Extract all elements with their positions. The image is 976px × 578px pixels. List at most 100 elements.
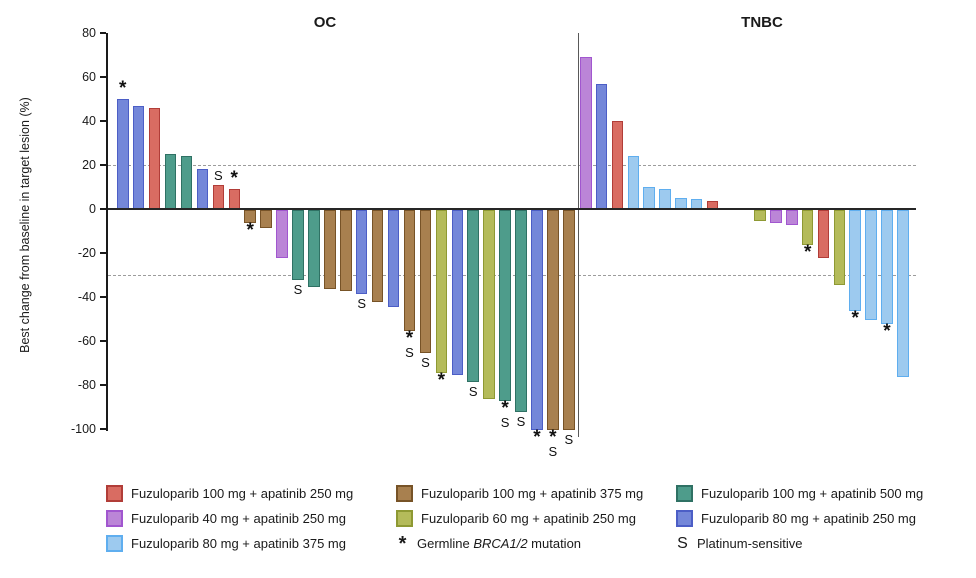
bar [547,210,559,430]
bar [451,210,464,375]
bar [499,210,511,402]
brca-mutation-mark: * [230,168,238,190]
bar [164,154,177,209]
bar [276,210,288,259]
bar [817,210,830,259]
bar [627,156,640,209]
bar [148,107,161,209]
panel-divider [578,33,579,437]
brca-mutation-mark: * [405,328,414,349]
bar [292,210,304,281]
tick-mark [100,428,106,430]
brca-mutation-mark: * [246,220,254,242]
brca-mutation-mark: * [437,369,446,391]
legend-swatch-brown [396,485,413,502]
brca-mutation-mark: * [533,427,541,448]
legend-label: Fuzuloparib 100 mg + apatinib 250 mg [131,486,354,501]
bar [117,99,129,209]
bar [531,210,543,430]
legend-item: S Platinum-sensitive [676,531,923,556]
legend-item: Fuzuloparib 40 mg + apatinib 250 mg [106,506,353,531]
legend-column: Fuzuloparib 100 mg + apatinib 375 mg Fuzu… [396,481,643,556]
legend-label: Fuzuloparib 40 mg + apatinib 250 mg [131,511,346,526]
tick-label: 0 [89,202,96,216]
bar [371,210,384,303]
tick-label: -20 [77,246,96,260]
bar [228,189,240,209]
legend-column: Fuzuloparib 100 mg + apatinib 500 mg Fuzu… [676,481,923,556]
y-axis-line [106,33,108,431]
tick-mark [100,252,106,254]
platinum-sensitive-mark: S [468,383,478,399]
bar [865,210,877,320]
tick-mark [100,208,106,210]
legend-column: Fuzuloparib 100 mg + apatinib 250 mg Fuzu… [106,481,353,556]
platinum-sensitive-mark: S [357,295,367,311]
bar [580,57,592,209]
platinum-sensitive-mark: S [421,355,430,370]
bar [897,210,909,378]
legend-swatch-blue [676,510,693,527]
legend-item: Fuzuloparib 100 mg + apatinib 375 mg [396,481,643,506]
bar [419,210,432,353]
legend-item: Fuzuloparib 60 mg + apatinib 250 mg [396,506,643,531]
bar [515,210,527,413]
bar [196,169,209,209]
bar [244,210,256,224]
bar [403,210,416,331]
bar [435,210,448,373]
bar [132,105,145,209]
panel-title-tnbc: TNBC [741,14,783,31]
tick-label: 60 [82,70,96,84]
panel-title-oc: OC [313,14,337,31]
bar [180,156,193,209]
reference-line [108,275,916,276]
brca-mutation-mark: * [119,78,127,99]
bar [849,210,861,312]
plot-area: * S * * S S * S S * S * S S * * S S * * * [108,33,916,473]
legend-swatch-olive [396,510,413,527]
bar [563,210,575,430]
bar [833,210,846,285]
tick-label: -100 [70,422,96,436]
tick-label: -40 [77,290,96,304]
legend-label: Fuzuloparib 60 mg + apatinib 250 mg [421,511,636,526]
tick-mark [100,296,106,298]
legend-swatch-lightblue [106,535,123,552]
platinum-marker-icon: S [677,534,688,552]
bar [786,210,798,226]
tick-label: 40 [82,114,96,128]
bar [387,210,400,307]
legend-swatch-teal [676,485,693,502]
bar [308,210,320,287]
tick-mark [100,120,106,122]
legend-item: Fuzuloparib 80 mg + apatinib 250 mg [676,506,923,531]
reference-line [108,165,916,166]
bar [881,210,893,325]
legend-swatch-red [106,485,123,502]
bar [659,189,671,209]
bar [467,210,479,382]
tick-mark [100,340,106,342]
tick-mark [100,76,106,78]
legend-item: Fuzuloparib 100 mg + apatinib 500 mg [676,481,923,506]
asterisk-marker-icon: * [398,532,407,555]
tick-mark [100,32,106,34]
bar [324,210,336,290]
legend-label: Fuzuloparib 80 mg + apatinib 250 mg [701,511,916,526]
bar [643,187,655,209]
brca-mutation-mark: * [851,308,859,330]
platinum-sensitive-mark: S [548,444,558,459]
platinum-sensitive-mark: S [500,415,510,431]
legend-item: Fuzuloparib 80 mg + apatinib 375 mg [106,531,353,556]
bar [260,210,272,228]
gene-name-italic: BRCA1/2 [473,536,528,551]
bar [801,210,814,246]
brca-mutation-mark: * [803,242,812,264]
legend-label: Fuzuloparib 80 mg + apatinib 375 mg [131,536,346,551]
platinum-sensitive-mark: S [405,345,414,360]
brca-mutation-mark: * [883,321,891,343]
bar [483,210,495,400]
bar [754,210,766,221]
platinum-sensitive-mark: S [516,414,526,430]
